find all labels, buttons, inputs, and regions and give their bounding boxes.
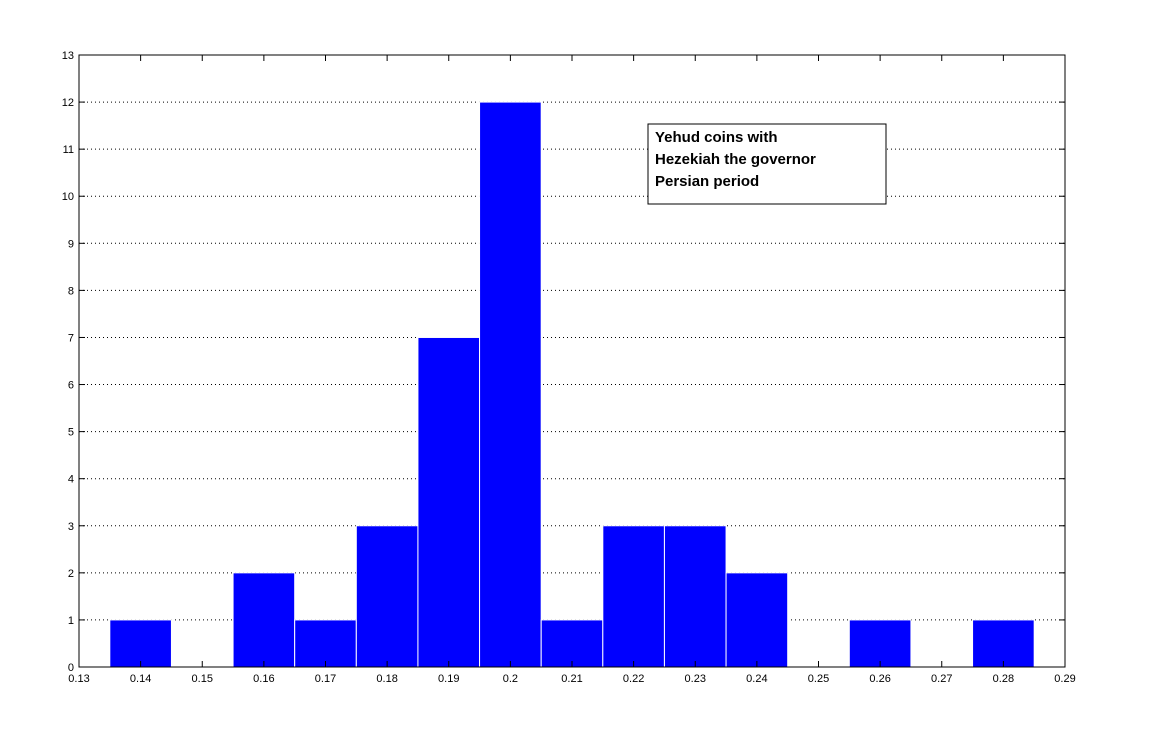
y-tick-label: 10: [62, 191, 74, 203]
y-tick-label: 3: [68, 521, 74, 533]
x-tick-label: 0.29: [1054, 673, 1075, 685]
y-tick-label: 2: [68, 568, 74, 580]
x-tick-label: 0.22: [623, 673, 644, 685]
bar: [848, 619, 912, 668]
x-tick-label: 0.15: [192, 673, 213, 685]
annotation-text: Hezekiah the governor: [655, 151, 816, 168]
y-tick-label: 5: [68, 427, 74, 439]
y-tick-label: 1: [68, 615, 74, 627]
annotation-text: Persian period: [655, 173, 759, 190]
bar: [602, 525, 665, 668]
x-tick-label: 0.26: [869, 673, 890, 685]
annotation-text: Yehud coins with: [655, 129, 778, 146]
y-tick-label: 11: [63, 144, 74, 156]
x-tick-label: 0.14: [130, 673, 151, 685]
axes-box: [78, 54, 1066, 668]
x-tick-label: 0.16: [253, 673, 274, 685]
y-tick-label: 6: [68, 380, 74, 392]
bar: [232, 572, 296, 668]
y-tick-label: 12: [62, 97, 74, 109]
bar: [663, 525, 727, 668]
x-tick-label: 0.27: [931, 673, 952, 685]
x-tick-label: 0.28: [993, 673, 1014, 685]
plot-area: [79, 55, 1065, 667]
bar: [972, 619, 1035, 668]
x-tick-label: 0.13: [68, 673, 89, 685]
bar: [109, 619, 172, 668]
x-tick-label: 0.2: [503, 673, 518, 685]
annotation-box: [647, 123, 887, 205]
bar: [294, 619, 357, 668]
x-tick-label: 0.17: [315, 673, 336, 685]
bar: [540, 619, 604, 668]
x-tick-label: 0.19: [438, 673, 459, 685]
y-tick-label: 13: [62, 50, 74, 62]
x-tick-label: 0.18: [376, 673, 397, 685]
y-tick-label: 8: [68, 285, 74, 297]
x-tick-label: 0.25: [808, 673, 829, 685]
y-tick-label: 7: [68, 332, 74, 344]
bar: [355, 525, 419, 668]
x-tick-label: 0.23: [685, 673, 706, 685]
bar: [479, 101, 542, 668]
bar: [725, 572, 789, 668]
bar: [417, 336, 481, 668]
x-tick-label: 0.21: [561, 673, 582, 685]
x-tick-label: 0.24: [746, 673, 767, 685]
y-tick-label: 4: [68, 474, 74, 486]
y-tick-label: 0: [68, 662, 74, 674]
y-tick-label: 9: [68, 238, 74, 250]
